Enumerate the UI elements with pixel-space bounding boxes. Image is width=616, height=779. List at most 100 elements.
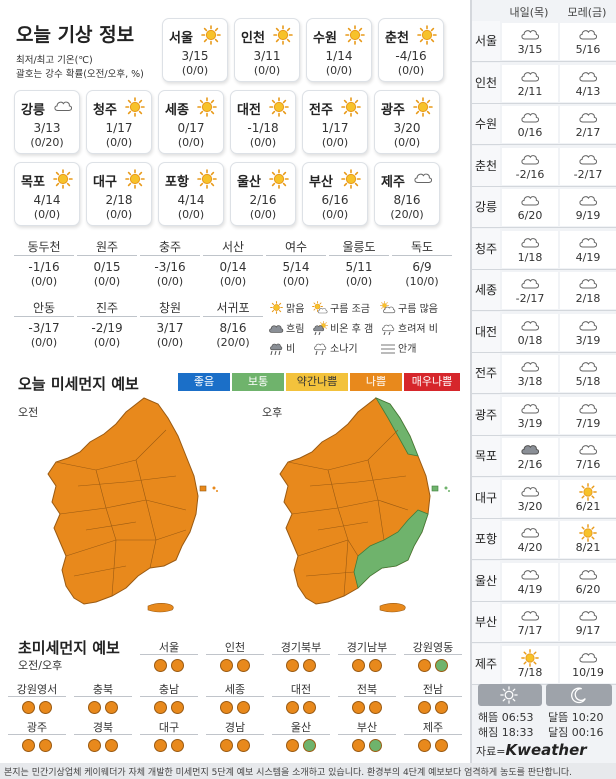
am-dust-dot xyxy=(22,701,35,714)
sun-icon xyxy=(270,300,283,314)
weather-legend-item: 소나기 xyxy=(312,340,358,355)
forecast-city: 서울 xyxy=(472,21,500,61)
fine-dust-dots xyxy=(140,659,198,672)
am-dust-dot xyxy=(286,659,299,672)
cloud-icon xyxy=(520,358,540,373)
city-rain: (0/0) xyxy=(177,208,205,221)
pm-dust-dot xyxy=(237,659,250,672)
am-dust-dot xyxy=(418,659,431,672)
city-rain: (0/0) xyxy=(249,208,277,221)
small-city-temp: 8/16 xyxy=(219,321,247,335)
fine-dust-region: 대구 xyxy=(140,720,198,735)
forecast-row: 부산 7/17 9/17 xyxy=(472,602,616,643)
sun-icon xyxy=(197,169,217,189)
forecast-temp: 5/16 xyxy=(575,43,601,56)
small-city-cell: 원주 0/15 (0/0) xyxy=(77,238,137,289)
small-city-name: 안동 xyxy=(14,299,74,317)
city-name: 대전 xyxy=(237,103,261,118)
forecast-city: 대전 xyxy=(472,311,500,352)
forecast-temp: 4/13 xyxy=(575,84,601,98)
fine-dust-region: 전북 xyxy=(338,682,396,697)
pm-dust-map xyxy=(279,397,450,613)
city-name: 수원 xyxy=(313,31,337,46)
sun-cloud-icon xyxy=(312,300,328,313)
city-temp: 3/11 xyxy=(253,49,281,63)
forecast-col-dayafter: 모레(금) xyxy=(567,6,607,19)
cloud-rain-icon xyxy=(382,324,395,335)
forecast-tomorrow: 0/16 xyxy=(502,106,558,143)
cloud-icon xyxy=(578,358,598,373)
legend-label: 비온 후 갬 xyxy=(330,324,374,335)
fine-dust-dots xyxy=(338,659,396,672)
legend-label: 비 xyxy=(286,344,296,355)
small-city-cell: 여수 5/14 (0/0) xyxy=(266,238,326,289)
fine-dust-dots xyxy=(404,701,462,714)
city-rain: (20/0) xyxy=(390,208,424,221)
forecast-tomorrow: 3/18 xyxy=(502,355,558,392)
fine-dust-dots xyxy=(74,739,132,752)
cloud-icon xyxy=(578,109,598,124)
small-city-name: 서산 xyxy=(203,238,263,256)
forecast-row: 대전 0/18 3/19 xyxy=(472,311,616,353)
forecast-temp: 9/17 xyxy=(575,624,601,637)
cloud-icon xyxy=(578,68,598,83)
pm-map-label: 오후 xyxy=(262,406,283,419)
pm-dust-dot xyxy=(369,701,382,714)
am-map-label: 오전 xyxy=(18,406,39,419)
forecast-temp: 2/11 xyxy=(517,84,543,98)
fine-dust-dots xyxy=(404,739,462,752)
forecast-tomorrow: 4/20 xyxy=(502,521,558,558)
dark-cloud-icon xyxy=(269,324,284,333)
forecast-dayafter: 9/19 xyxy=(560,189,616,226)
small-city-name: 창원 xyxy=(140,299,200,317)
cloud-icon xyxy=(578,151,598,166)
city-card: 대전 -1/18 (0/0) xyxy=(230,90,296,154)
city-rain: (0/20) xyxy=(30,136,64,149)
sun-icon xyxy=(197,97,217,117)
cloud-icon xyxy=(413,169,433,185)
fine-dust-dots xyxy=(8,739,66,752)
forecast-city: 강릉 xyxy=(472,187,500,227)
forecast-temp: 6/20 xyxy=(575,582,601,596)
am-dust-dot xyxy=(154,739,167,752)
cloud-icon xyxy=(520,400,540,415)
fine-dust-region: 강원영동 xyxy=(404,640,462,655)
page-title: 오늘 기상 정보 xyxy=(16,24,135,46)
weather-legend-item: 비 xyxy=(268,340,295,355)
fine-dust-region: 전남 xyxy=(404,682,462,697)
small-city-temp: -1/16 xyxy=(28,260,60,274)
moon-box xyxy=(546,684,612,706)
footer-disclaimer: 본지는 민간기상업체 케이웨더가 자체 개발한 미세먼지 5단계 예보 시스템을… xyxy=(0,763,616,779)
pm-dust-dot xyxy=(435,659,448,672)
forecast-temp: 3/19 xyxy=(517,416,543,430)
fine-dust-dots xyxy=(74,701,132,714)
fine-dust-subtitle: 오전/오후 xyxy=(18,659,63,672)
cloud-icon xyxy=(520,192,540,207)
forecast-temp: 4/20 xyxy=(517,541,543,554)
forecast-dayafter: -2/17 xyxy=(560,147,616,185)
fine-dust-region: 세종 xyxy=(206,682,264,697)
forecast-row: 울산 4/19 6/20 xyxy=(472,560,616,602)
forecast-city: 인천 xyxy=(472,62,500,103)
city-name: 울산 xyxy=(237,175,261,190)
forecast-city: 울산 xyxy=(472,560,500,601)
cloud-icon xyxy=(578,192,598,207)
sun-icon xyxy=(578,483,598,501)
cloud-icon xyxy=(578,400,598,415)
small-city-temp: -2/19 xyxy=(91,321,123,335)
am-dust-dot xyxy=(418,701,431,714)
dust-level: 매우나쁨 xyxy=(404,373,460,391)
forecast-temp: 6/20 xyxy=(517,209,543,222)
city-temp: 1/17 xyxy=(321,121,349,135)
temp-note: 최저/최고 기온(℃) xyxy=(16,55,93,66)
small-city-temp: 3/17 xyxy=(156,321,184,335)
forecast-dayafter: 7/19 xyxy=(560,396,616,434)
forecast-row: 포항 4/20 8/21 xyxy=(472,519,616,560)
city-temp: 4/14 xyxy=(33,193,61,207)
pm-dust-dot xyxy=(39,739,52,752)
cloud-icon xyxy=(520,566,540,581)
forecast-tomorrow: -2/16 xyxy=(502,147,558,185)
city-name: 춘천 xyxy=(385,31,409,46)
fine-dust-region: 강원영서 xyxy=(8,682,66,697)
cloud-icon xyxy=(578,317,598,332)
